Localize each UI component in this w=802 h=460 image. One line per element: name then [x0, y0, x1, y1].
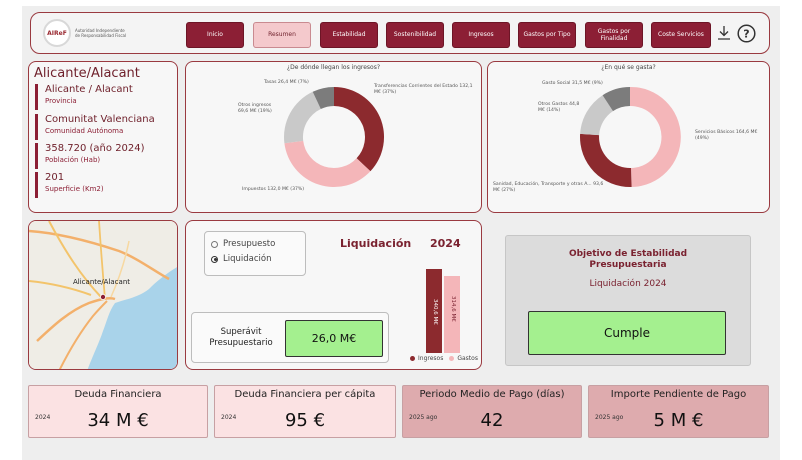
- region-block: Comunitat Valenciana Comunidad Autónoma: [35, 114, 155, 140]
- income-chart-card: ¿De dónde llegan los ingresos? Tasas 26,…: [185, 61, 482, 213]
- kpi-deuda-financiera: Deuda Financiera 2024 34 M €: [28, 385, 208, 438]
- radio-presupuesto[interactable]: Presupuesto: [211, 239, 275, 249]
- liquidation-title: Liquidación: [340, 237, 412, 250]
- label-transferencias: Transferencias Corrientes del Estado 132…: [374, 84, 473, 95]
- legend-expense-dot: [449, 356, 455, 361]
- surplus-value: 26,0 M€: [285, 320, 383, 357]
- income-bar[interactable]: 340,6 M€: [426, 269, 442, 353]
- map-city-label: Alicante/Alacant: [73, 278, 131, 286]
- municipality-info-card: Alicante/Alacant Alicante / Alacant Prov…: [28, 61, 178, 213]
- nav-sostenibilidad-button[interactable]: Sostenibilidad: [386, 22, 444, 48]
- nav-gastos-tipo-button[interactable]: Gastos por Tipo: [518, 22, 576, 48]
- map-card[interactable]: Alicante/Alacant: [28, 220, 178, 370]
- label-sanidad: Sanidad, Educación, Transporte y otras A…: [493, 182, 604, 193]
- donut-slice-servicios: [630, 86, 681, 187]
- kpi-importe-pendiente: Importe Pendiente de Pago 2025 ago 5 M €: [588, 385, 769, 438]
- stability-result: Cumple: [528, 311, 726, 355]
- kpi-periodo-medio-pago: Periodo Medio de Pago (días) 2025 ago 42: [402, 385, 582, 438]
- surplus-box: Superávit Presupuestario 26,0 M€: [191, 312, 389, 363]
- label-otros-gastos: Otros Gastos 44,8 M€ (14%): [538, 102, 580, 113]
- donut-slice-transferencias: [334, 86, 385, 172]
- nav-estabilidad-button[interactable]: Estabilidad: [320, 22, 378, 48]
- municipality-title: Alicante/Alacant: [34, 66, 140, 81]
- donut-slice-otros-gastos: [580, 95, 613, 136]
- province-block: Alicante / Alacant Provincia: [35, 84, 133, 110]
- radio-selected-icon[interactable]: [211, 255, 218, 263]
- nav-coste-servicios-button[interactable]: Coste Servicios: [651, 22, 711, 48]
- liquidation-card: Presupuesto Liquidación Liquidación 2024…: [185, 220, 482, 370]
- label-tasas: Tasas 26,4 M€ (7%): [264, 80, 309, 85]
- radio-empty-icon[interactable]: [211, 240, 218, 248]
- expense-donut-chart[interactable]: [579, 86, 681, 188]
- income-bar-label: 340,6 M€: [432, 299, 438, 325]
- label-gasto-social: Gasto Social 31,5 M€ (9%): [542, 81, 603, 86]
- label-impuestos: Impuestos 132,0 M€ (37%): [242, 187, 305, 192]
- label-servicios: Servicios Básicos 164,6 M€ (49%): [695, 130, 758, 141]
- expense-chart-title: ¿En qué se gasta?: [601, 64, 656, 71]
- budget-type-selector: Presupuesto Liquidación: [204, 231, 306, 276]
- expense-chart-card: ¿En qué se gasta? Gasto Social 31,5 M€ (…: [487, 61, 770, 213]
- income-donut-chart[interactable]: [283, 86, 385, 188]
- donut-slice-gasto-social: [602, 87, 630, 112]
- label-otros-ingresos: Otros ingresos 69,6 M€ (19%): [238, 103, 272, 114]
- donut-slice-tasas: [312, 87, 334, 109]
- logo-text: Autoridad Independiente de Responsabilid…: [75, 28, 127, 39]
- kpi-deuda-per-capita: Deuda Financiera per cápita 2024 95 €: [214, 385, 396, 438]
- expense-bar-label: 314,6 M€: [450, 296, 456, 322]
- liquidation-year: 2024: [430, 237, 461, 250]
- help-icon[interactable]: ?: [737, 24, 756, 47]
- header-bar: AIReF Autoridad Independiente de Respons…: [30, 12, 770, 54]
- airef-logo: AIReF: [43, 19, 71, 47]
- surplus-label: Superávit Presupuestario: [209, 327, 273, 349]
- nav-inicio-button[interactable]: Inicio: [186, 22, 244, 48]
- donut-slice-impuestos: [284, 140, 371, 188]
- expense-bar[interactable]: 314,6 M€: [444, 276, 460, 353]
- svg-text:?: ?: [743, 28, 749, 41]
- surface-block: 201 Superficie (Km2): [35, 172, 104, 198]
- download-icon[interactable]: [717, 25, 731, 45]
- map-view[interactable]: [29, 221, 178, 370]
- income-chart-title: ¿De dónde llegan los ingresos?: [286, 64, 381, 71]
- stability-title: Objetivo de Estabilidad Presupuestaria: [568, 249, 688, 270]
- radio-liquidacion[interactable]: Liquidación: [211, 254, 271, 264]
- donut-slice-sanidad: [580, 133, 632, 188]
- nav-ingresos-button[interactable]: Ingresos: [452, 22, 510, 48]
- stability-card: Objetivo de Estabilidad Presupuestaria L…: [505, 235, 751, 366]
- donut-slice-otros-ingresos: [284, 91, 321, 144]
- nav-resumen-button[interactable]: Resumen: [253, 22, 311, 48]
- population-block: 358.720 (año 2024) Población (Hab): [35, 143, 145, 169]
- legend-income-dot: [410, 356, 415, 361]
- stability-subtitle: Liquidación 2024: [589, 279, 667, 289]
- nav-gastos-finalidad-button[interactable]: Gastos por Finalidad: [585, 22, 643, 48]
- bar-legend: Ingresos Gastos: [410, 355, 478, 362]
